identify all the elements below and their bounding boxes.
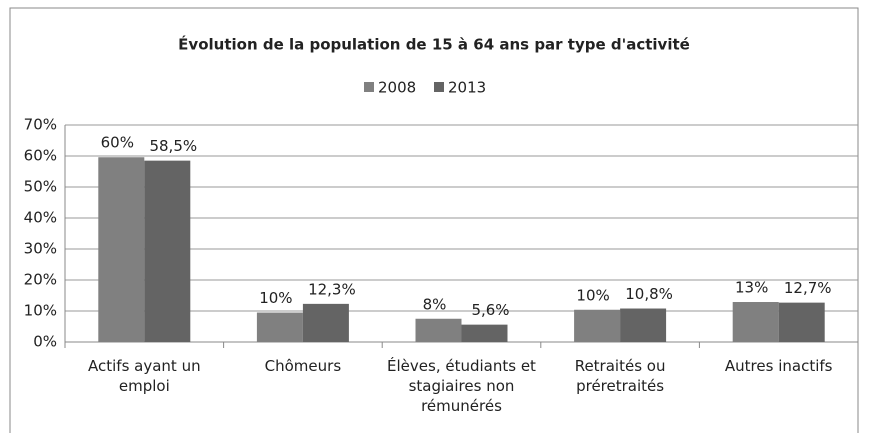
- x-tick-label: Chômeurs: [264, 357, 342, 375]
- x-tick-label: Élèves, étudiants et stagiaires non rému…: [387, 357, 536, 415]
- y-tick-label: 10%: [24, 302, 57, 320]
- y-tick-label: 50%: [24, 178, 57, 196]
- bar: [574, 309, 621, 342]
- value-label: 5,6%: [471, 301, 509, 319]
- value-label: 13%: [735, 279, 768, 297]
- x-tick-label: Actifs ayant un emploi: [88, 357, 201, 395]
- y-tick-label: 30%: [24, 240, 57, 258]
- bar: [415, 318, 462, 342]
- bar: [732, 302, 779, 342]
- legend-swatch: [434, 82, 444, 92]
- chart-title: Évolution de la population de 15 à 64 an…: [178, 35, 690, 54]
- value-label: 12,7%: [784, 279, 832, 297]
- value-label: 10%: [576, 286, 609, 304]
- value-label: 60%: [101, 134, 134, 152]
- legend-label: 2013: [448, 79, 486, 97]
- y-tick-label: 20%: [24, 271, 57, 289]
- x-tick-label: Autres inactifs: [724, 357, 833, 375]
- bar: [778, 302, 825, 342]
- x-tick-label: Retraités ou préretraités: [574, 357, 666, 395]
- bar: [461, 324, 508, 342]
- y-tick-label: 0%: [33, 333, 57, 351]
- legend-swatch: [364, 82, 374, 92]
- bar: [256, 312, 303, 342]
- value-label: 8%: [423, 295, 447, 313]
- y-tick-label: 40%: [24, 209, 57, 227]
- bar: [98, 157, 145, 342]
- bar: [620, 308, 667, 342]
- value-label: 10%: [259, 289, 292, 307]
- y-tick-label: 60%: [24, 147, 57, 165]
- bar: [302, 303, 349, 342]
- legend-label: 2008: [378, 79, 416, 97]
- value-label: 12,3%: [308, 280, 356, 298]
- value-label: 58,5%: [149, 137, 197, 155]
- value-label: 10,8%: [625, 285, 673, 303]
- y-tick-label: 70%: [24, 116, 57, 134]
- bar: [144, 160, 191, 342]
